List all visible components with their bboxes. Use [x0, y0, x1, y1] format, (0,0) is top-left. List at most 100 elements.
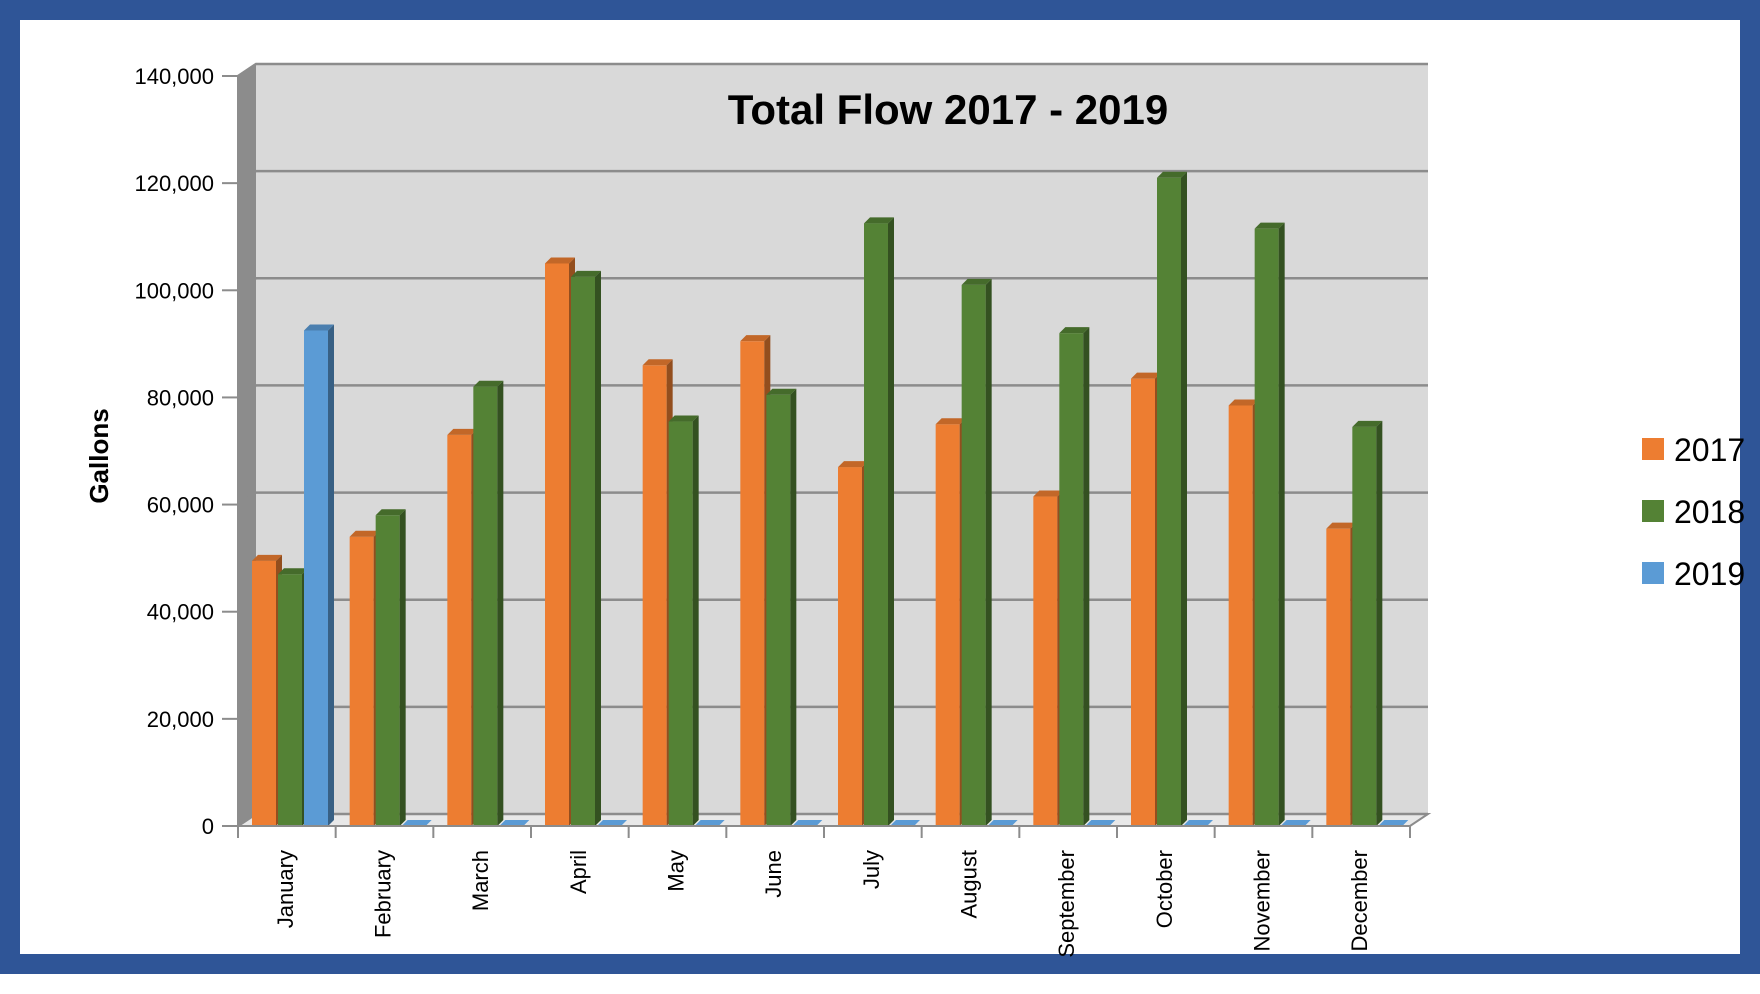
bar-2019-april	[597, 820, 627, 826]
bar-side	[1083, 327, 1090, 826]
y-axis-title: Gallons	[84, 408, 114, 503]
bars	[252, 171, 1409, 827]
bar-side	[595, 270, 601, 827]
bar-zero-cap	[499, 820, 530, 826]
bar-zero-cap	[987, 820, 1018, 826]
bar-chart: 0 20,000 40,000 60,000 80,000 100,000 120,000 1…	[84, 62, 1745, 958]
bar-top	[447, 428, 478, 435]
bar-front	[1157, 177, 1181, 827]
bar-top	[1352, 420, 1383, 427]
bar-2018-september	[1059, 327, 1090, 826]
bar-2017-december	[1326, 522, 1357, 826]
bar-top	[1131, 372, 1161, 379]
bar-2018-april	[571, 270, 601, 827]
legend-item-2019: 2019	[1642, 556, 1745, 592]
bar-front	[961, 284, 986, 826]
bar-2018-july	[864, 217, 894, 827]
bar-front	[864, 223, 888, 827]
legend-swatch	[1642, 500, 1664, 522]
bar-2018-may	[668, 415, 699, 826]
x-tick-label: January	[273, 850, 298, 928]
bar-2019-may	[694, 820, 725, 826]
bar-front	[375, 515, 400, 826]
bar-2019-march	[499, 820, 530, 826]
gridline	[237, 384, 1428, 399]
legend-swatch	[1642, 438, 1664, 460]
bar-front	[935, 424, 960, 826]
bar-2019-june	[792, 820, 823, 826]
bar-2018-october	[1157, 171, 1187, 827]
chart-frame: 0 20,000 40,000 60,000 80,000 100,000 120,000 1…	[0, 0, 1760, 974]
bar-2018-january	[278, 568, 308, 826]
y-tick-label: 20,000	[147, 707, 214, 732]
bar-2017-january	[252, 554, 282, 826]
bar-2018-december	[1352, 420, 1383, 826]
bar-zero-cap	[694, 820, 725, 826]
bar-side	[1376, 420, 1383, 826]
bar-2017-july	[838, 461, 868, 826]
y-tick-label: 100,000	[134, 278, 214, 303]
legend-label: 2018	[1674, 494, 1745, 530]
bar-top	[304, 324, 334, 331]
bar-2018-march	[473, 380, 504, 826]
bar-2017-march	[447, 428, 478, 826]
bar-front	[1228, 405, 1253, 826]
bar-front	[473, 386, 498, 826]
bar-front	[1033, 496, 1058, 826]
x-tick-labels: January February March April May June July Augu…	[273, 850, 1372, 958]
y-tick-label: 120,000	[134, 171, 214, 196]
bar-2017-april	[545, 257, 575, 826]
y-tick-label: 140,000	[134, 64, 214, 89]
bar-side	[888, 217, 894, 827]
bar-front	[1254, 228, 1279, 826]
x-tick-label: October	[1152, 850, 1177, 928]
bar-top	[571, 270, 601, 277]
x-tick-label: December	[1347, 850, 1372, 951]
bar-2017-september	[1033, 490, 1064, 826]
bar-top	[349, 530, 380, 537]
legend-item-2017: 2017	[1642, 432, 1745, 468]
side-wall	[238, 64, 256, 826]
bar-2019-december	[1378, 820, 1409, 826]
bar-2017-february	[349, 530, 380, 826]
bar-front	[278, 574, 302, 826]
bar-2017-may	[642, 359, 673, 826]
bar-top	[935, 418, 966, 425]
bar-2019-october	[1183, 820, 1213, 826]
bar-2019-january	[304, 324, 334, 826]
bar-side	[985, 278, 992, 826]
bar-top	[1326, 522, 1357, 529]
bar-2018-february	[375, 509, 406, 826]
bar-zero-cap	[792, 820, 823, 826]
bar-top	[375, 509, 406, 516]
x-tick-label: August	[957, 850, 982, 919]
gridline	[237, 277, 1428, 292]
bar-top	[1254, 222, 1285, 229]
bar-top	[1228, 399, 1259, 406]
x-tick-label: February	[371, 850, 396, 938]
bar-2018-august	[961, 278, 992, 826]
chart-title: Total Flow 2017 - 2019	[728, 86, 1168, 133]
bar-zero-cap	[597, 820, 627, 826]
x-tick-label: April	[566, 850, 591, 894]
x-tick-label: July	[859, 850, 884, 889]
bar-front	[447, 434, 472, 826]
bar-zero-cap	[1183, 820, 1213, 826]
bar-top	[961, 278, 992, 285]
bar-zero-cap	[890, 820, 920, 826]
bar-side	[1181, 171, 1187, 827]
bar-front	[545, 263, 569, 826]
bar-2019-july	[890, 820, 920, 826]
bar-front	[252, 560, 276, 826]
bar-front	[571, 276, 595, 827]
gridline	[237, 62, 1428, 78]
x-tick-label: May	[664, 850, 689, 892]
bar-side	[692, 415, 699, 826]
bar-2019-february	[401, 820, 432, 826]
bar-front	[668, 421, 693, 826]
axes	[222, 75, 1411, 838]
bar-2018-november	[1254, 222, 1285, 826]
y-tick-label: 80,000	[147, 385, 214, 410]
bar-side	[399, 509, 406, 826]
bar-2019-november	[1280, 820, 1311, 826]
